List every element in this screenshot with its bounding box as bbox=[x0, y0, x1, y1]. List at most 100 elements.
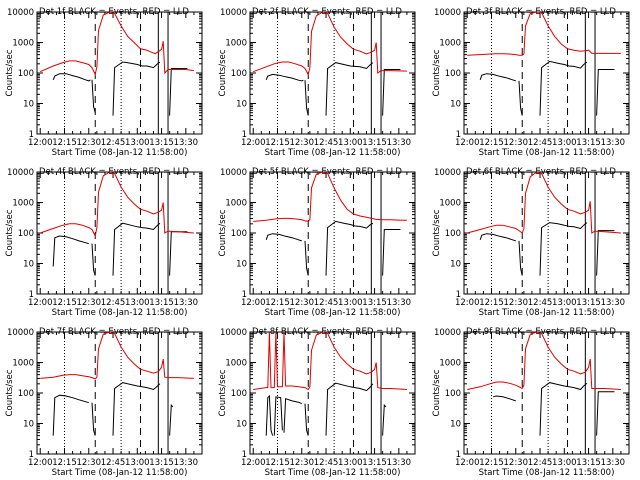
series-line-lld bbox=[253, 331, 407, 391]
series-line-events bbox=[91, 402, 96, 436]
panel-title: Det 6f BLACK = Events, RED = LLD bbox=[466, 167, 616, 177]
y-axis-label: Counts/sec bbox=[5, 209, 15, 256]
panel-title: Det 3f BLACK = Events, RED = LLD bbox=[466, 7, 616, 17]
series-line-events bbox=[91, 79, 96, 113]
series-line-events bbox=[479, 233, 516, 242]
series-line-events bbox=[91, 243, 96, 276]
x-tick-label: 13:15 bbox=[149, 298, 174, 308]
x-tick-label: 13:30 bbox=[601, 458, 626, 468]
x-tick-label: 12:30 bbox=[77, 298, 102, 308]
series-line-lld bbox=[467, 171, 621, 234]
x-tick-label: 13:15 bbox=[149, 458, 174, 468]
x-tick-label: 13:15 bbox=[362, 458, 387, 468]
x-tick-label: 12:45 bbox=[314, 298, 339, 308]
series-line-events bbox=[382, 229, 401, 276]
x-axis-label: Start Time (08-Jan-12 11:58:00) bbox=[52, 308, 188, 318]
y-tick-label: 1 bbox=[29, 450, 34, 460]
x-tick-label: 12:30 bbox=[504, 458, 529, 468]
series-line-events bbox=[518, 80, 523, 116]
y-tick-label: 100 bbox=[231, 229, 247, 239]
series-line-lld bbox=[467, 11, 621, 56]
x-axis-label: Start Time (08-Jan-12 11:58:00) bbox=[265, 308, 401, 318]
x-tick-label: 12:00 bbox=[455, 138, 480, 148]
y-tick-label: 1 bbox=[242, 450, 247, 460]
y-tick-label: 1000 bbox=[439, 199, 461, 209]
series-line-events bbox=[52, 394, 89, 436]
x-axis-label: Start Time (08-Jan-12 11:58:00) bbox=[265, 468, 401, 478]
panel-title: Det 4f BLACK = Events, RED = LLD bbox=[39, 167, 189, 177]
x-tick-label: 12:15 bbox=[265, 138, 290, 148]
series-line-lld bbox=[253, 171, 407, 222]
detector-panel-9: Det 9f BLACK = Events, RED = LLD 1 10 100 10… bbox=[432, 327, 630, 478]
x-tick-label: 12:45 bbox=[528, 298, 553, 308]
panel-title: Det 2f BLACK = Events, RED = LLD bbox=[252, 7, 402, 17]
x-tick-label: 12:15 bbox=[479, 298, 504, 308]
series-line-events bbox=[539, 60, 588, 116]
x-tick-label: 12:45 bbox=[101, 458, 126, 468]
y-tick-label: 10 bbox=[450, 420, 461, 430]
series-line-events bbox=[382, 403, 387, 436]
x-tick-label: 12:15 bbox=[479, 138, 504, 148]
series-line-events bbox=[518, 240, 523, 276]
plot-frame bbox=[36, 11, 203, 135]
y-tick-label: 1000 bbox=[225, 39, 247, 49]
y-tick-label: 10 bbox=[236, 420, 247, 430]
y-tick-label: 100 bbox=[18, 69, 34, 79]
y-tick-label: 1000 bbox=[439, 39, 461, 49]
x-tick-label: 13:15 bbox=[362, 298, 387, 308]
detector-panel-1: Det 1f BLACK = Events, RED = LLD 1 10 100 10… bbox=[5, 7, 203, 158]
y-tick-label: 1 bbox=[456, 290, 461, 300]
x-tick-label: 12:00 bbox=[28, 458, 53, 468]
x-tick-label: 12:30 bbox=[504, 138, 529, 148]
y-tick-label: 10 bbox=[236, 100, 247, 110]
y-tick-label: 100 bbox=[231, 389, 247, 399]
x-tick-label: 12:00 bbox=[241, 458, 266, 468]
series-line-events bbox=[265, 394, 274, 436]
y-tick-label: 10 bbox=[23, 100, 34, 110]
y-tick-label: 10000 bbox=[7, 168, 34, 178]
y-tick-label: 1000 bbox=[439, 359, 461, 369]
x-tick-label: 13:00 bbox=[552, 298, 577, 308]
y-axis-label: Counts/sec bbox=[432, 369, 442, 416]
x-tick-label: 12:15 bbox=[52, 298, 77, 308]
y-tick-label: 1000 bbox=[12, 359, 34, 369]
detector-panel-6: Det 6f BLACK = Events, RED = LLD 1 10 100 10… bbox=[432, 167, 630, 318]
x-tick-label: 13:30 bbox=[174, 298, 199, 308]
y-axis-label: Counts/sec bbox=[432, 49, 442, 96]
y-tick-label: 1000 bbox=[12, 199, 34, 209]
y-tick-label: 100 bbox=[18, 389, 34, 399]
detector-panel-7: Det 7f BLACK = Events, RED = LLD 1 10 100 10… bbox=[5, 327, 203, 478]
series-line-events bbox=[112, 61, 161, 116]
y-tick-label: 1 bbox=[242, 130, 247, 140]
series-line-events bbox=[492, 395, 516, 402]
x-tick-label: 13:00 bbox=[125, 298, 150, 308]
x-tick-label: 13:00 bbox=[552, 458, 577, 468]
x-tick-label: 13:00 bbox=[338, 138, 363, 148]
series-line-lld bbox=[467, 331, 621, 390]
y-tick-label: 1 bbox=[456, 450, 461, 460]
series-line-events bbox=[325, 220, 374, 276]
y-tick-label: 100 bbox=[445, 389, 461, 399]
series-line-lld bbox=[253, 11, 407, 76]
series-line-events bbox=[169, 403, 174, 436]
y-tick-label: 10000 bbox=[7, 328, 34, 338]
y-axis-label: Counts/sec bbox=[432, 209, 442, 256]
series-line-events bbox=[265, 73, 304, 82]
x-tick-label: 13:00 bbox=[552, 138, 577, 148]
series-line-events bbox=[304, 80, 309, 116]
series-line-events bbox=[169, 231, 188, 276]
x-tick-label: 12:45 bbox=[101, 138, 126, 148]
y-tick-label: 10000 bbox=[7, 8, 34, 18]
x-tick-label: 13:30 bbox=[387, 458, 412, 468]
x-axis-label: Start Time (08-Jan-12 11:58:00) bbox=[479, 308, 615, 318]
y-tick-label: 100 bbox=[18, 229, 34, 239]
y-axis-label: Counts/sec bbox=[5, 49, 15, 96]
y-tick-label: 10 bbox=[450, 260, 461, 270]
y-tick-label: 1 bbox=[29, 130, 34, 140]
x-tick-label: 12:30 bbox=[290, 138, 315, 148]
x-tick-label: 13:30 bbox=[174, 138, 199, 148]
series-line-events bbox=[596, 391, 615, 436]
series-line-events bbox=[596, 69, 615, 116]
x-tick-label: 12:30 bbox=[290, 458, 315, 468]
x-tick-label: 12:15 bbox=[265, 298, 290, 308]
